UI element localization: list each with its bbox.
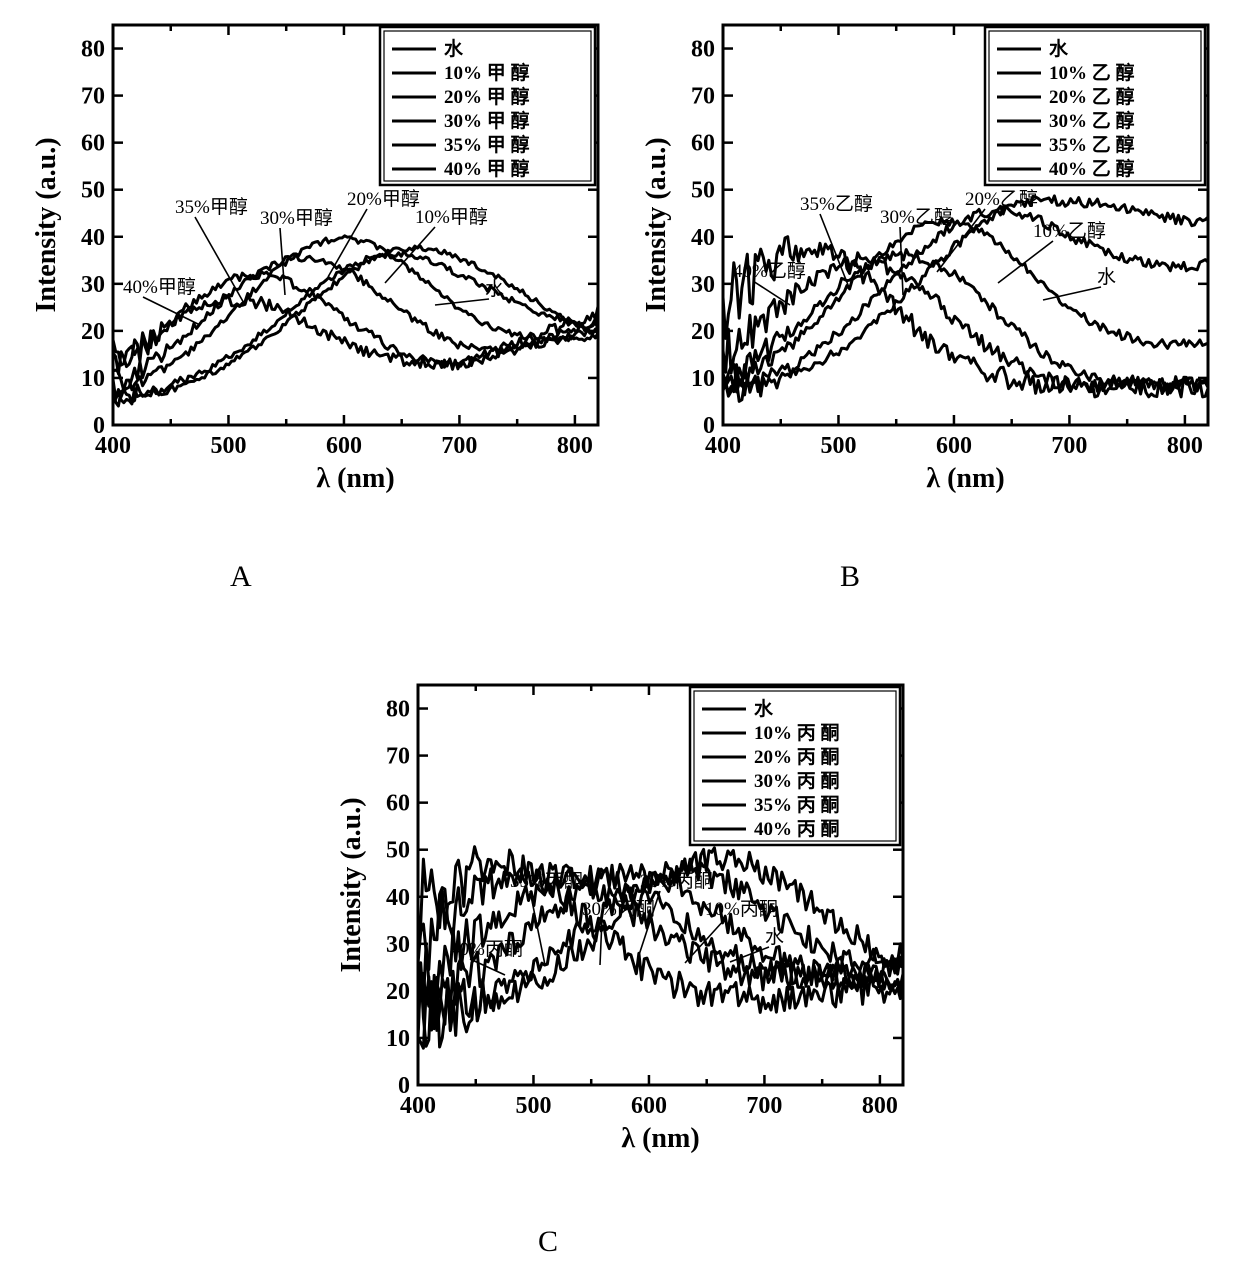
svg-text:70: 70 (81, 84, 105, 110)
svg-text:60: 60 (386, 791, 410, 817)
svg-text:80: 80 (386, 697, 410, 723)
legend-item: 40% 乙 醇 (1049, 157, 1135, 180)
svg-text:10: 10 (81, 366, 105, 392)
svg-text:0: 0 (703, 413, 715, 439)
legend-item: 35% 丙 酮 (754, 794, 840, 816)
svg-text:60: 60 (81, 131, 105, 157)
annotation: 10%甲醇 (415, 206, 488, 228)
panel-label-a: A (230, 560, 252, 594)
svg-text:600: 600 (631, 1093, 667, 1119)
annotation: 30%乙醇 (880, 206, 953, 228)
panel-a: 40050060070080001020304050607080λ (nm)In… (15, 5, 615, 510)
svg-text:Intensity (a.u.): Intensity (a.u.) (641, 137, 672, 312)
legend-item: 40% 甲 醇 (444, 157, 530, 180)
figure-page: 40050060070080001020304050607080λ (nm)In… (0, 0, 1240, 1275)
annotation: 40%甲醇 (123, 276, 196, 298)
svg-text:80: 80 (691, 37, 715, 63)
annotation: 20%乙醇 (965, 188, 1038, 210)
chart-b: 40050060070080001020304050607080λ (nm)In… (625, 5, 1225, 510)
svg-text:500: 500 (820, 433, 856, 459)
svg-text:80: 80 (81, 37, 105, 63)
svg-text:500: 500 (210, 433, 246, 459)
annotation: 35%甲醇 (175, 196, 248, 218)
panel-label-b: B (840, 560, 860, 594)
svg-text:λ (nm): λ (nm) (621, 1123, 699, 1154)
svg-text:70: 70 (691, 84, 715, 110)
panel-c: 40050060070080001020304050607080λ (nm)In… (320, 665, 920, 1170)
legend-item: 20% 甲 醇 (444, 85, 530, 108)
svg-text:50: 50 (81, 178, 105, 204)
chart-c: 40050060070080001020304050607080λ (nm)In… (320, 665, 920, 1170)
annotation: 水 (1097, 266, 1116, 288)
legend-item: 10% 乙 醇 (1049, 61, 1135, 84)
annotation: 20%丙酮 (640, 871, 713, 892)
svg-text:20: 20 (81, 319, 105, 345)
annotation: 30%丙酮 (582, 899, 655, 920)
svg-text:500: 500 (515, 1093, 551, 1119)
svg-text:700: 700 (746, 1093, 782, 1119)
svg-text:700: 700 (441, 433, 477, 459)
annotation: 35%丙酮 (510, 871, 583, 892)
svg-text:Intensity (a.u.): Intensity (a.u.) (336, 797, 367, 972)
svg-text:800: 800 (862, 1093, 898, 1119)
svg-text:50: 50 (386, 838, 410, 864)
panel-b: 40050060070080001020304050607080λ (nm)In… (625, 5, 1225, 510)
chart-a: 40050060070080001020304050607080λ (nm)In… (15, 5, 615, 510)
panel-label-c: C (538, 1225, 558, 1259)
spectrum-20pct (723, 218, 1208, 393)
annotation: 10%丙酮 (705, 899, 778, 920)
annotation: 30%甲醇 (260, 207, 333, 229)
legend-item: 10% 甲 醇 (444, 61, 530, 84)
legend-item: 水 (754, 698, 774, 720)
legend-item: 水 (444, 38, 464, 60)
svg-text:λ (nm): λ (nm) (926, 463, 1004, 494)
svg-text:40: 40 (691, 225, 715, 251)
legend-item: 10% 丙 酮 (754, 722, 840, 744)
legend-item: 30% 甲 醇 (444, 109, 530, 132)
annotation: 40%乙醇 (733, 260, 806, 282)
svg-text:Intensity (a.u.): Intensity (a.u.) (31, 137, 62, 312)
svg-text:30: 30 (386, 932, 410, 958)
svg-text:20: 20 (386, 979, 410, 1005)
svg-text:800: 800 (557, 433, 593, 459)
legend-item: 30% 乙 醇 (1049, 109, 1135, 132)
svg-text:30: 30 (691, 272, 715, 298)
svg-text:50: 50 (691, 178, 715, 204)
svg-text:10: 10 (386, 1026, 410, 1052)
svg-text:30: 30 (81, 272, 105, 298)
legend-item: 40% 丙 酮 (754, 818, 840, 840)
svg-text:0: 0 (398, 1073, 410, 1099)
svg-text:10: 10 (691, 366, 715, 392)
svg-text:800: 800 (1167, 433, 1203, 459)
legend-item: 35% 乙 醇 (1049, 133, 1135, 156)
svg-text:20: 20 (691, 319, 715, 345)
legend-item: 20% 乙 醇 (1049, 85, 1135, 108)
legend-item: 水 (1049, 38, 1069, 60)
annotation: 10%乙醇 (1033, 220, 1106, 242)
spectrum-water (723, 196, 1208, 396)
svg-text:60: 60 (691, 131, 715, 157)
annotation: 40%丙酮 (450, 939, 523, 960)
annotation: 35%乙醇 (800, 193, 873, 215)
svg-text:70: 70 (386, 744, 410, 770)
svg-text:40: 40 (81, 225, 105, 251)
annotation: 20%甲醇 (347, 188, 420, 210)
svg-text:600: 600 (326, 433, 362, 459)
svg-text:0: 0 (93, 413, 105, 439)
legend-item: 30% 丙 酮 (754, 770, 840, 792)
legend-item: 20% 丙 酮 (754, 746, 840, 768)
svg-text:700: 700 (1051, 433, 1087, 459)
annotation: 水 (765, 926, 784, 948)
legend-item: 35% 甲 醇 (444, 133, 530, 156)
svg-text:λ (nm): λ (nm) (316, 463, 394, 494)
annotation: 水 (485, 278, 504, 300)
svg-text:600: 600 (936, 433, 972, 459)
svg-text:40: 40 (386, 885, 410, 911)
